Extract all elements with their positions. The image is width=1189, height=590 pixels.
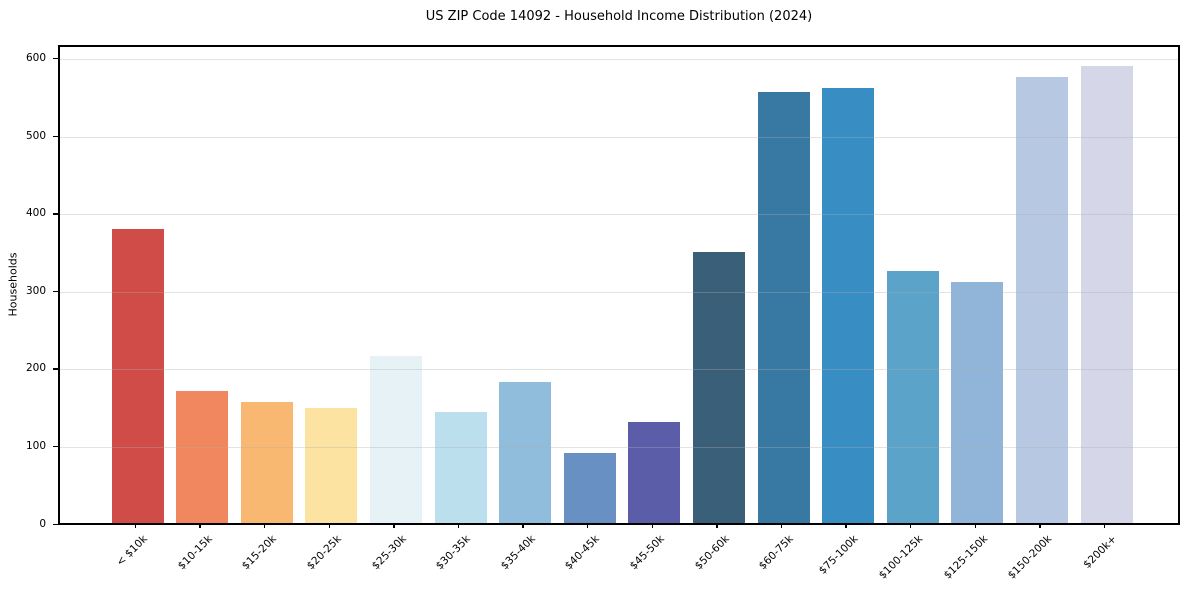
x-tick-mark (134, 523, 137, 528)
x-tick-mark (1103, 523, 1106, 528)
x-tick-label-$45-50k: $45-50k (627, 533, 667, 573)
bar-$30-35k (434, 412, 487, 523)
x-tick-label-< $10k: < $10k (114, 533, 150, 569)
bar-$50-60k (692, 251, 745, 523)
bar-$200k+ (1080, 66, 1133, 523)
y-tick-label-100: 100 (25, 439, 46, 452)
y-tick-label-200: 200 (25, 362, 46, 375)
x-tick-label-$35-40k: $35-40k (498, 533, 538, 573)
x-tick-label-$200k+: $200k+ (1081, 533, 1119, 571)
gridline-y-300 (60, 291, 1178, 293)
x-tick-mark (586, 523, 589, 528)
y-tick-label-400: 400 (25, 207, 46, 220)
y-tick-mark (53, 57, 58, 60)
x-tick-label-$15-20k: $15-20k (240, 533, 280, 573)
gridline-y-200 (60, 369, 1178, 371)
x-tick-mark (263, 523, 266, 528)
x-tick-mark (845, 523, 847, 528)
x-tick-label-$125-150k: $125-150k (941, 533, 990, 582)
y-tick-label-0: 0 (39, 517, 46, 530)
x-tick-mark (457, 523, 460, 528)
y-tick-mark (53, 213, 58, 215)
y-tick-label-300: 300 (25, 284, 46, 297)
x-tick-label-$20-25k: $20-25k (304, 533, 344, 573)
y-tick-mark (53, 135, 58, 138)
gridline-y-400 (60, 214, 1178, 216)
x-tick-label-$150-200k: $150-200k (1005, 533, 1055, 582)
gridline-y-500 (60, 136, 1178, 138)
x-tick-mark (716, 523, 718, 528)
x-tick-mark (909, 523, 912, 528)
y-tick-mark (53, 290, 58, 293)
bar-$20-25k (305, 407, 358, 523)
bar-$10-15k (176, 391, 229, 523)
x-tick-label-$40-45k: $40-45k (563, 533, 603, 573)
x-tick-mark (522, 523, 524, 528)
bar-$150-200k (1015, 77, 1068, 523)
y-tick-mark (53, 445, 58, 448)
x-tick-label-$100-125k: $100-125k (876, 533, 926, 582)
x-tick-mark (780, 523, 783, 528)
x-tick-label-$30-35k: $30-35k (433, 533, 473, 573)
bar-$35-40k (499, 382, 552, 523)
y-tick-mark (53, 523, 58, 525)
chart-title: US ZIP Code 14092 - Household Income Dis… (425, 9, 813, 24)
y-tick-label-600: 600 (25, 51, 46, 64)
x-tick-label-$60-75k: $60-75k (756, 533, 796, 573)
x-tick-label-$25-30k: $25-30k (369, 533, 409, 573)
y-tick-mark (53, 368, 58, 370)
gridline-y-100 (60, 446, 1178, 448)
bar-$100-125k (886, 271, 939, 523)
x-tick-mark (974, 523, 977, 528)
bar-$75-100k (822, 88, 875, 523)
bar-$40-45k (563, 453, 616, 523)
y-tick-label-500: 500 (25, 129, 46, 142)
bar-$15-20k (240, 402, 293, 523)
x-tick-mark (199, 523, 201, 528)
bar-$125-150k (951, 281, 1004, 523)
x-tick-mark (328, 523, 331, 528)
bar-$60-75k (757, 91, 810, 523)
x-tick-mark (393, 523, 395, 528)
bar-$25-30k (369, 355, 422, 523)
bar-< $10k (111, 229, 164, 523)
gridline-y-600 (60, 58, 1178, 60)
x-tick-mark (1039, 523, 1041, 528)
x-tick-label-$75-100k: $75-100k (816, 533, 861, 577)
plot-area (58, 45, 1180, 525)
bar-$45-50k (628, 421, 681, 523)
x-tick-label-$10-15k: $10-15k (175, 533, 215, 573)
x-tick-mark (651, 523, 654, 528)
x-tick-label-$50-60k: $50-60k (692, 533, 732, 573)
